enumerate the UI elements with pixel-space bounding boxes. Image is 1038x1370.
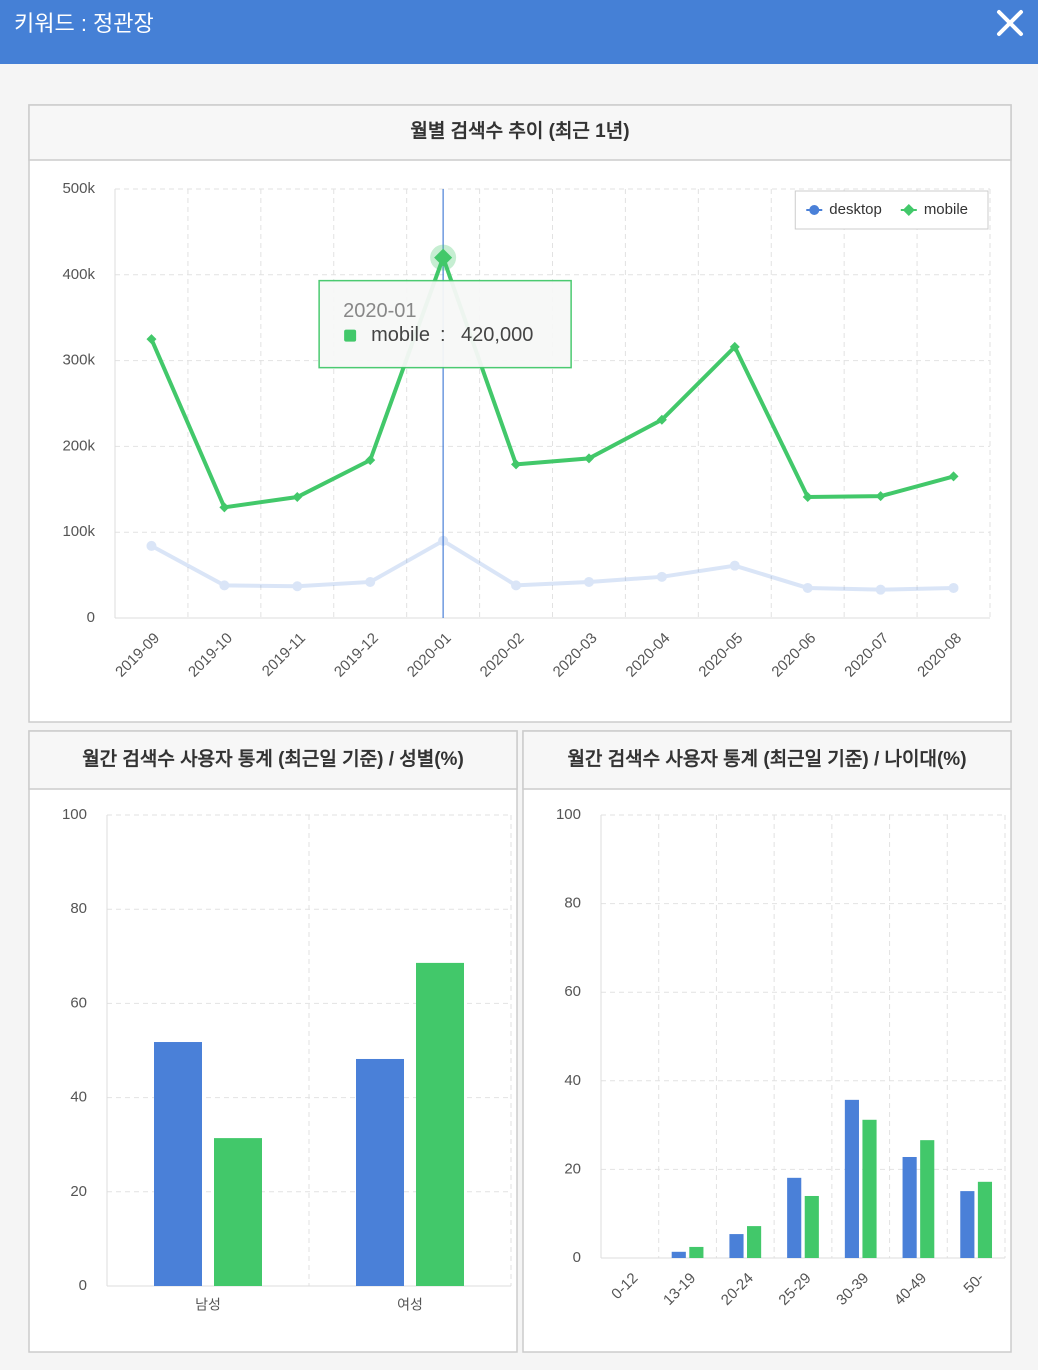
y-tick-label: 500k <box>62 180 95 197</box>
tooltip-box <box>318 279 572 369</box>
marker <box>656 571 667 582</box>
marker <box>219 580 230 591</box>
y-tick-label: 20 <box>70 1183 87 1200</box>
y-tick-label: 100k <box>62 523 95 540</box>
tooltip-category: 2020-01 <box>343 300 416 322</box>
bar <box>689 1246 704 1258</box>
marker <box>511 459 522 470</box>
y-tick-label: 60 <box>564 983 581 1000</box>
marker <box>948 471 959 482</box>
marker <box>875 491 886 502</box>
legend-label: desktop <box>829 201 882 218</box>
series <box>146 535 959 595</box>
bar <box>747 1226 762 1258</box>
y-tick-label: 100 <box>62 806 87 823</box>
y-tick-label: 60 <box>70 994 87 1011</box>
chart-title: 월간 검색수 사용자 통계 (최근일 기준) / 나이대(%) <box>567 748 966 770</box>
y-tick-label: 200k <box>62 437 95 454</box>
marker <box>875 584 886 595</box>
marker <box>802 492 813 503</box>
y-tick-label: 400k <box>62 266 95 283</box>
panel-1: 월별 검색수 추이 (최근 1년) <box>28 104 1012 723</box>
legend-label: mobile <box>924 201 968 218</box>
bar <box>960 1191 975 1258</box>
bar <box>154 1042 202 1286</box>
y-tick-label: 80 <box>564 895 581 912</box>
bar <box>356 1058 404 1286</box>
chart-title: 월간 검색수 사용자 통계 (최근일 기준) / 성별(%) <box>82 748 464 770</box>
chart-title: 월별 검색수 추이 (최근 1년) <box>410 120 629 142</box>
close-button[interactable] <box>997 10 1023 36</box>
series <box>146 244 959 513</box>
y-tick-label: 40 <box>70 1089 87 1106</box>
y-tick-label: 0 <box>573 1249 581 1266</box>
marker <box>583 453 594 464</box>
bar <box>977 1181 993 1258</box>
y-tick-label: 40 <box>564 1072 581 1089</box>
header-title: 키워드 : 정관장 <box>14 11 154 36</box>
marker <box>292 581 303 592</box>
bar <box>671 1251 686 1258</box>
bar <box>214 1138 262 1286</box>
tooltip-swatch <box>344 329 357 342</box>
header-bar <box>0 0 1038 64</box>
legend-box <box>794 190 989 230</box>
y-tick-label: 100 <box>556 806 581 823</box>
bar <box>787 1177 802 1258</box>
bar <box>844 1099 859 1258</box>
bar <box>902 1156 917 1258</box>
tooltip-separator: : <box>440 324 446 346</box>
x-tick-label: 남성 <box>195 1297 221 1313</box>
y-tick-label: 300k <box>62 352 95 369</box>
legend: desktop mobile <box>794 190 989 230</box>
tooltip-series: mobile <box>371 324 430 346</box>
bar <box>862 1119 877 1258</box>
marker <box>219 502 230 513</box>
marker <box>948 582 959 593</box>
marker <box>434 248 453 267</box>
bar <box>729 1234 744 1258</box>
marker <box>146 540 157 551</box>
marker <box>365 576 376 587</box>
marker <box>656 414 667 425</box>
y-tick-label: 80 <box>70 900 87 917</box>
y-tick-label: 20 <box>564 1160 581 1177</box>
line <box>150 538 954 592</box>
bar <box>416 962 464 1286</box>
y-tick-label: 0 <box>79 1277 87 1294</box>
marker <box>802 582 813 593</box>
line <box>149 251 955 510</box>
bar <box>804 1195 819 1258</box>
marker <box>438 535 449 546</box>
marker <box>729 341 740 352</box>
marker <box>365 455 376 466</box>
marker <box>729 560 740 571</box>
bar <box>920 1140 935 1258</box>
marker <box>292 492 303 503</box>
marker <box>583 576 594 587</box>
y-tick-label: 0 <box>87 609 95 626</box>
marker <box>146 334 157 345</box>
marker <box>511 580 522 591</box>
x-tick-label: 여성 <box>397 1297 423 1313</box>
panel-3: 월간 검색수 사용자 통계 (최근일 기준) / 나이대(%) <box>522 730 1012 1353</box>
tooltip-value: 420,000 <box>461 324 533 346</box>
